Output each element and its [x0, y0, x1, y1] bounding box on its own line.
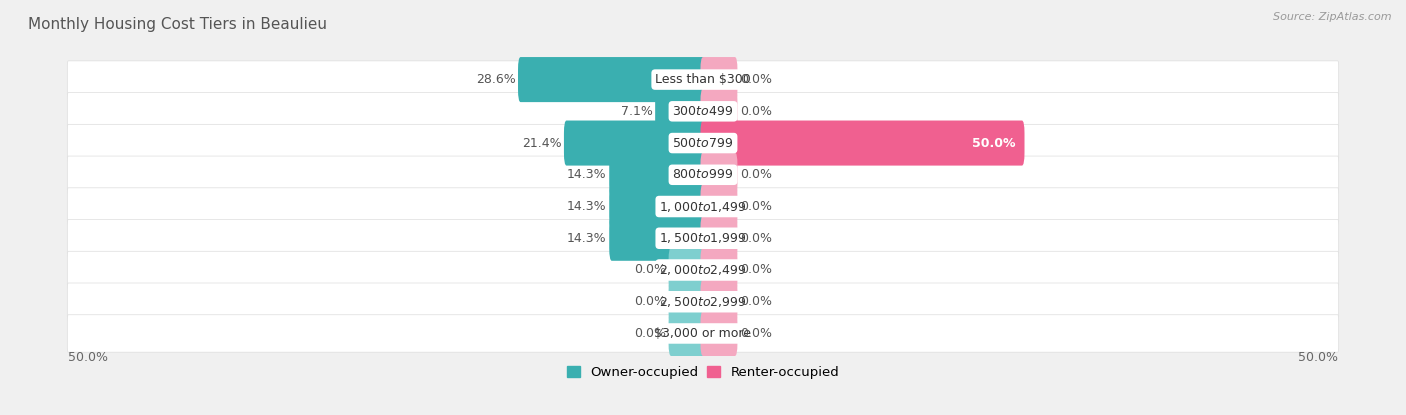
FancyBboxPatch shape — [67, 61, 1339, 98]
Text: 0.0%: 0.0% — [634, 327, 666, 340]
FancyBboxPatch shape — [700, 216, 738, 261]
Text: 0.0%: 0.0% — [740, 327, 772, 340]
FancyBboxPatch shape — [67, 251, 1339, 289]
FancyBboxPatch shape — [67, 156, 1339, 193]
FancyBboxPatch shape — [700, 120, 1025, 166]
Text: 0.0%: 0.0% — [740, 200, 772, 213]
Text: 14.3%: 14.3% — [567, 168, 606, 181]
Text: $500 to $799: $500 to $799 — [672, 137, 734, 149]
FancyBboxPatch shape — [609, 216, 706, 261]
FancyBboxPatch shape — [67, 220, 1339, 257]
Text: Less than $300: Less than $300 — [655, 73, 751, 86]
FancyBboxPatch shape — [517, 57, 706, 102]
FancyBboxPatch shape — [67, 124, 1339, 162]
FancyBboxPatch shape — [700, 89, 738, 134]
Legend: Owner-occupied, Renter-occupied: Owner-occupied, Renter-occupied — [561, 361, 845, 385]
FancyBboxPatch shape — [609, 184, 706, 229]
FancyBboxPatch shape — [700, 152, 738, 197]
FancyBboxPatch shape — [700, 311, 738, 356]
Text: $2,500 to $2,999: $2,500 to $2,999 — [659, 295, 747, 309]
Text: 7.1%: 7.1% — [620, 105, 652, 118]
FancyBboxPatch shape — [700, 184, 738, 229]
FancyBboxPatch shape — [609, 152, 706, 197]
Text: 0.0%: 0.0% — [740, 73, 772, 86]
Text: $3,000 or more: $3,000 or more — [655, 327, 751, 340]
Text: Source: ZipAtlas.com: Source: ZipAtlas.com — [1274, 12, 1392, 22]
Text: 0.0%: 0.0% — [740, 105, 772, 118]
Text: $300 to $499: $300 to $499 — [672, 105, 734, 118]
Text: 0.0%: 0.0% — [740, 295, 772, 308]
Text: 28.6%: 28.6% — [475, 73, 516, 86]
Text: 0.0%: 0.0% — [740, 168, 772, 181]
Text: 0.0%: 0.0% — [740, 264, 772, 276]
FancyBboxPatch shape — [564, 120, 706, 166]
Text: 0.0%: 0.0% — [740, 232, 772, 245]
Text: 14.3%: 14.3% — [567, 232, 606, 245]
Text: Monthly Housing Cost Tiers in Beaulieu: Monthly Housing Cost Tiers in Beaulieu — [28, 17, 328, 32]
FancyBboxPatch shape — [67, 315, 1339, 352]
FancyBboxPatch shape — [700, 57, 738, 102]
Text: 0.0%: 0.0% — [634, 264, 666, 276]
FancyBboxPatch shape — [67, 93, 1339, 130]
FancyBboxPatch shape — [669, 279, 706, 324]
FancyBboxPatch shape — [655, 89, 706, 134]
Text: 50.0%: 50.0% — [972, 137, 1015, 149]
Text: 0.0%: 0.0% — [634, 295, 666, 308]
FancyBboxPatch shape — [67, 188, 1339, 225]
Text: $2,000 to $2,499: $2,000 to $2,499 — [659, 263, 747, 277]
FancyBboxPatch shape — [67, 283, 1339, 320]
Text: 50.0%: 50.0% — [1298, 351, 1337, 364]
Text: $1,500 to $1,999: $1,500 to $1,999 — [659, 231, 747, 245]
Text: 14.3%: 14.3% — [567, 200, 606, 213]
FancyBboxPatch shape — [700, 279, 738, 324]
FancyBboxPatch shape — [669, 311, 706, 356]
FancyBboxPatch shape — [669, 247, 706, 293]
Text: 21.4%: 21.4% — [522, 137, 561, 149]
Text: 50.0%: 50.0% — [69, 351, 108, 364]
Text: $1,000 to $1,499: $1,000 to $1,499 — [659, 200, 747, 214]
FancyBboxPatch shape — [700, 247, 738, 293]
Text: $800 to $999: $800 to $999 — [672, 168, 734, 181]
